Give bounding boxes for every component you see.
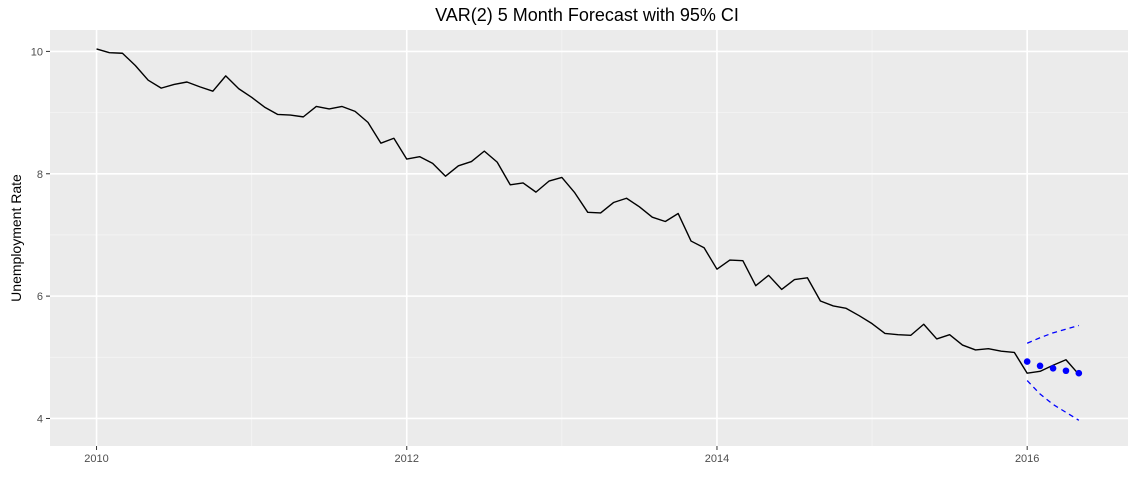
forecast-point [1075,369,1083,377]
y-axis-title: Unemployment Rate [8,174,24,302]
forecast-point [1023,358,1031,365]
forecast-point [1062,367,1070,375]
chart-title: VAR(2) 5 Month Forecast with 95% CI [435,5,739,25]
y-axis: 4 6 8 10 [31,46,50,425]
x-tick-label: 2012 [395,453,419,465]
grid-minor [50,30,1128,446]
y-tick-label: 8 [37,169,43,181]
series-layer [96,48,1083,421]
forecast-point [1049,365,1057,372]
y-tick-label: 4 [37,413,43,425]
plot-panel [50,30,1128,446]
x-tick-label: 2010 [84,453,108,465]
unemployment-rate-line [96,48,1080,375]
x-tick-label: 2016 [1015,453,1039,465]
grid-major [50,30,1128,446]
ci-upper-line [1026,324,1080,344]
forecast-point [1036,362,1044,370]
ci-lower-line [1026,380,1080,421]
y-tick-label: 6 [37,291,43,303]
x-tick-label: 2014 [705,453,729,465]
y-tick-label: 10 [31,46,43,58]
x-axis: 2010 2012 2014 2016 [84,446,1039,465]
